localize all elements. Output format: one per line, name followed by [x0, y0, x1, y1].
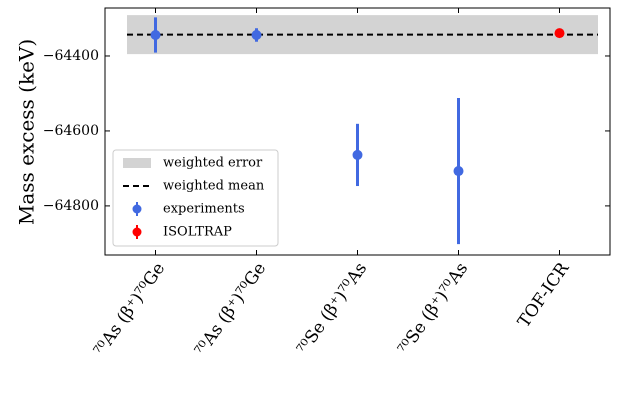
y-tick-label: −64800	[43, 198, 99, 214]
data-point	[352, 149, 363, 160]
legend-swatch	[132, 227, 142, 237]
x-tick-label: ⁷⁰As (β⁺)⁷⁰Ge	[90, 259, 169, 360]
data-point	[453, 166, 464, 177]
legend-label: weighted error	[163, 156, 263, 171]
data-point	[554, 28, 565, 39]
y-tick-label: −64600	[43, 123, 99, 139]
x-tick-label: ⁷⁰As (β⁺)⁷⁰Ge	[191, 259, 270, 360]
data-point	[251, 29, 262, 40]
x-tick-label: ⁷⁰Se (β⁺)⁷⁰As	[293, 259, 371, 358]
y-axis-label: Mass excess (keV)	[15, 39, 39, 225]
legend-swatch	[132, 204, 142, 214]
x-tick-label: TOF-ICR	[514, 258, 574, 332]
data-point	[150, 29, 161, 40]
x-tick-label: ⁷⁰Se (β⁺)⁷⁰As	[394, 259, 472, 358]
y-tick-label: −64400	[43, 48, 99, 64]
legend-swatch	[123, 158, 151, 168]
legend-label: weighted mean	[163, 179, 265, 194]
legend-label: ISOLTRAP	[163, 225, 232, 240]
legend-label: experiments	[163, 202, 245, 217]
legend-box	[112, 149, 279, 247]
